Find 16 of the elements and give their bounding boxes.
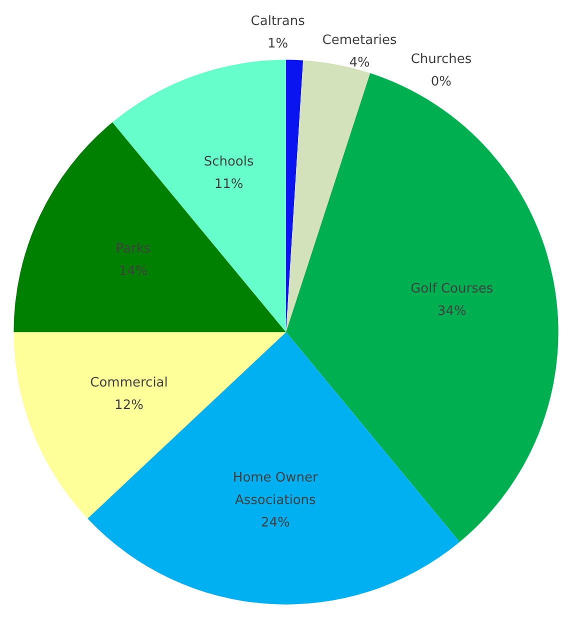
text: 0% — [430, 74, 452, 90]
data-label: 11% — [214, 177, 244, 192]
data-label: 14% — [118, 264, 148, 280]
slice-label: Commercial — [90, 375, 168, 390]
slice-label: Cemetaries — [322, 33, 398, 48]
slice-label: Caltrans — [250, 14, 306, 29]
data-label: 12% — [114, 398, 144, 413]
slice-label: Schools — [204, 154, 254, 170]
slice-label: Parks — [116, 242, 151, 257]
data-label: 34% — [437, 304, 466, 320]
slice-label: Golf Courses — [410, 282, 494, 297]
data-label: 1% — [268, 36, 288, 52]
data-label: 4% — [349, 56, 370, 71]
slice-label: Home Owner Associations — [232, 470, 319, 508]
data-label: 24% — [260, 516, 290, 531]
category-label: Churches — [410, 52, 472, 68]
